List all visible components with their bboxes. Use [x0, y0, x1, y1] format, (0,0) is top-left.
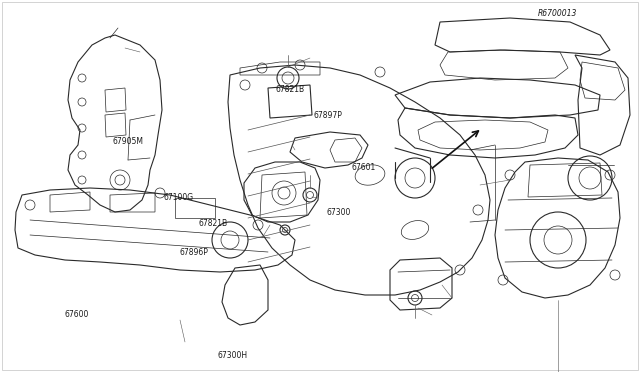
Text: 67896P: 67896P [179, 248, 208, 257]
Text: R6700013: R6700013 [538, 9, 577, 17]
Text: 67905M: 67905M [112, 137, 143, 146]
Text: 67100G: 67100G [163, 193, 193, 202]
Text: 67821B: 67821B [275, 85, 305, 94]
Text: 67300: 67300 [326, 208, 351, 217]
Text: 67821B: 67821B [198, 219, 228, 228]
Text: 67600: 67600 [64, 310, 88, 319]
Text: 67300H: 67300H [218, 351, 248, 360]
Text: 67897P: 67897P [314, 111, 342, 120]
Text: 67601: 67601 [352, 163, 376, 172]
